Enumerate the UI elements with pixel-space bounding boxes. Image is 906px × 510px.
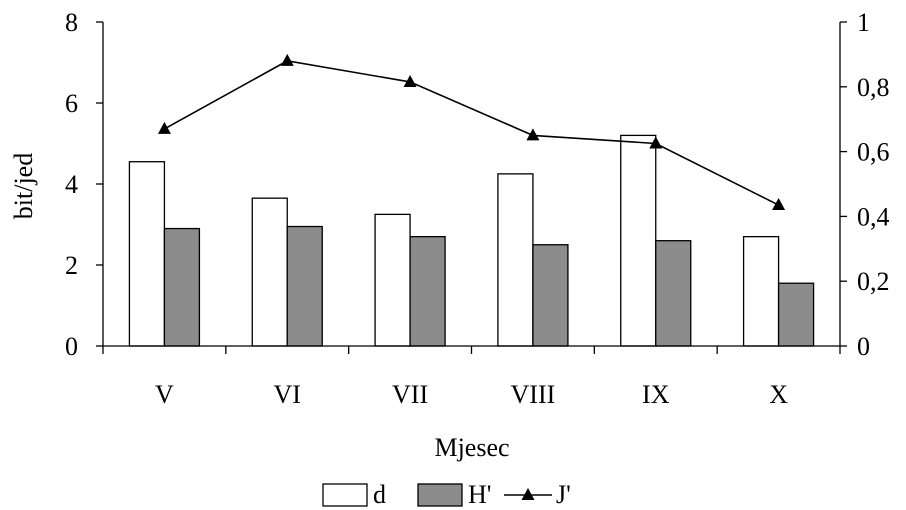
legend-swatch-h xyxy=(417,483,463,507)
bar-h-X xyxy=(777,282,815,347)
legend-label-d: d xyxy=(373,480,386,509)
x-tick-label: IX xyxy=(642,380,670,409)
x-tick-label: V xyxy=(155,380,174,409)
marker-j-X xyxy=(772,198,786,211)
left-y-axis: 0 2 4 6 8 xyxy=(65,8,104,361)
legend-label-h: H' xyxy=(468,480,491,509)
left-tick-label: 2 xyxy=(65,251,78,280)
right-tick-label: 0 xyxy=(857,332,870,361)
x-tick-label: X xyxy=(769,380,788,409)
bar-d-VI xyxy=(251,197,288,347)
bar-d-IX xyxy=(620,134,657,347)
bar-h-VI xyxy=(286,225,323,347)
x-tick-label: VII xyxy=(392,380,428,409)
bar-d-VII xyxy=(374,213,411,347)
right-tick-label: 0,4 xyxy=(857,202,890,231)
bar-h-IX xyxy=(655,240,692,347)
right-tick-label: 0,2 xyxy=(857,267,890,296)
y-axis-title: bit/jed xyxy=(9,153,38,219)
bar-d-VIII xyxy=(497,173,534,347)
left-tick-label: 0 xyxy=(65,332,78,361)
left-tick-label: 8 xyxy=(65,8,78,37)
bar-h-VIII xyxy=(532,244,569,347)
legend-swatch-d xyxy=(322,483,368,507)
right-tick-label: 1 xyxy=(857,8,870,37)
line-j xyxy=(164,60,779,206)
plot-area xyxy=(128,53,815,347)
x-axis-title: Mjesec xyxy=(434,433,509,462)
bar-h-VII xyxy=(409,235,446,347)
bar-d-X xyxy=(742,235,780,347)
marker-j-IX xyxy=(649,136,663,149)
right-tick-label: 0,8 xyxy=(857,73,890,102)
x-tick-label: VIII xyxy=(511,380,556,409)
legend-label-j: J' xyxy=(556,480,571,509)
marker-j-VIII xyxy=(526,128,540,141)
left-tick-label: 6 xyxy=(65,89,78,118)
marker-j-VII xyxy=(403,74,417,87)
bar-d-V xyxy=(128,161,166,347)
x-tick-label: VI xyxy=(274,380,301,409)
marker-j-VI xyxy=(280,53,294,66)
left-tick-label: 4 xyxy=(65,170,78,199)
legend-marker-j xyxy=(521,488,535,500)
marker-j-V xyxy=(157,121,171,134)
right-tick-label: 0,6 xyxy=(857,138,890,167)
x-axis: V VI VII VIII IX X xyxy=(102,345,841,409)
legend: d H' J' xyxy=(322,480,571,509)
right-y-axis: 0 0,2 0,4 0,6 0,8 1 xyxy=(839,8,890,361)
bar-h-V xyxy=(163,227,201,347)
